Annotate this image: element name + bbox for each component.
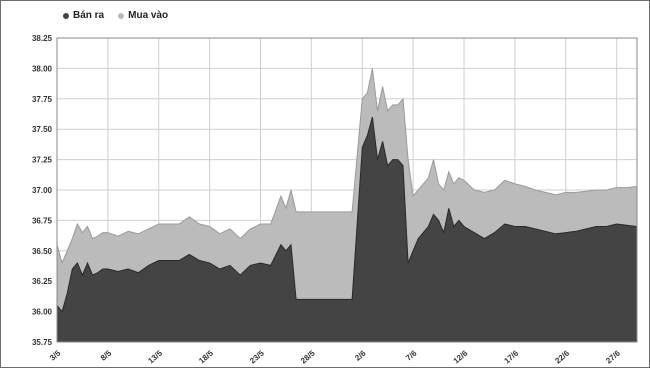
x-tick-label: 28/5 xyxy=(299,348,317,365)
x-tick-label: 2/6 xyxy=(353,348,368,362)
x-tick-label: 8/5 xyxy=(99,348,114,362)
area-ban-ra xyxy=(57,117,637,342)
line-ban-ra xyxy=(56,116,638,313)
x-tick-label: 7/6 xyxy=(404,348,419,362)
y-tick-label: 38.00 xyxy=(32,64,53,73)
y-tick-label: 37.25 xyxy=(32,156,53,165)
legend-swatch-ban-ra xyxy=(63,12,69,19)
x-tick-label: 12/6 xyxy=(452,348,470,365)
line-mua-vao xyxy=(56,68,638,265)
legend-item-ban-ra: Bán ra xyxy=(63,10,104,21)
y-tick-label: 36.50 xyxy=(32,247,53,256)
chart-legend: Bán ra Mua vào xyxy=(63,10,168,21)
x-tick-label: 27/6 xyxy=(604,348,622,365)
y-tick-label: 38.25 xyxy=(32,34,53,43)
y-tick-label: 37.50 xyxy=(32,125,53,134)
legend-label-mua-vao: Mua vào xyxy=(128,10,169,21)
x-tick-label: 18/5 xyxy=(197,348,215,365)
x-tick-label: 17/6 xyxy=(502,348,520,365)
y-tick-label: 36.75 xyxy=(32,216,53,225)
legend-item-mua-vao: Mua vào xyxy=(118,10,168,21)
x-tick-label: 23/5 xyxy=(248,348,266,365)
y-tick-label: 36.25 xyxy=(32,277,53,286)
legend-swatch-mua-vao xyxy=(118,12,125,19)
y-tick-label: 35.75 xyxy=(32,338,53,347)
y-tick-label: 36.00 xyxy=(32,308,53,317)
plot-border xyxy=(56,37,638,343)
legend-label-ban-ra: Bán ra xyxy=(73,10,105,21)
x-tick-label: 22/6 xyxy=(553,348,571,365)
x-tick-label: 13/5 xyxy=(146,348,164,365)
y-tick-label: 37.00 xyxy=(32,186,53,195)
x-tick-label: 3/5 xyxy=(48,348,63,362)
y-tick-label: 37.75 xyxy=(32,95,53,104)
